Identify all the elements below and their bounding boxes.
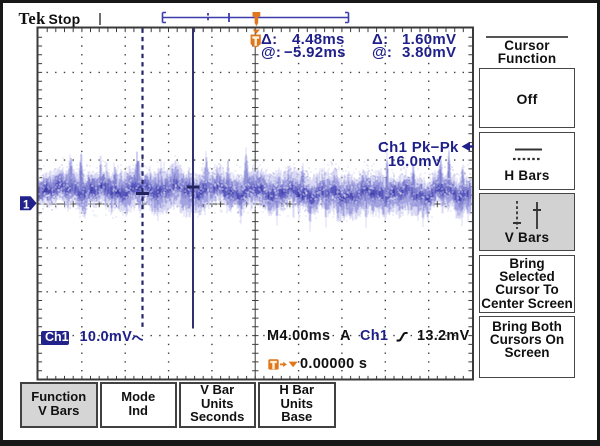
svg-text:1: 1 <box>23 199 30 211</box>
